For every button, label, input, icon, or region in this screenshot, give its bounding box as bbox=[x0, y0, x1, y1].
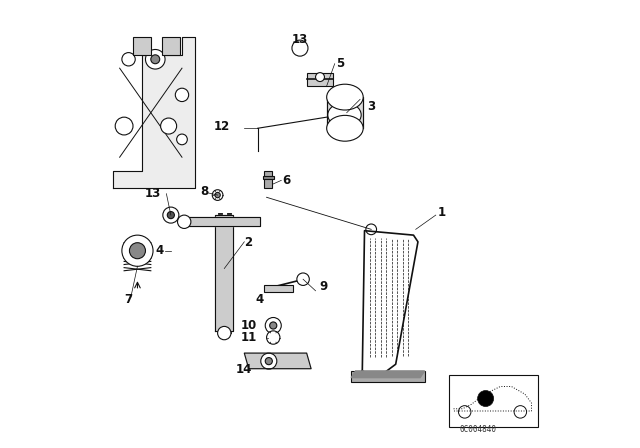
Polygon shape bbox=[244, 353, 311, 369]
Bar bbox=[162, 37, 180, 55]
Circle shape bbox=[212, 190, 223, 200]
Circle shape bbox=[267, 331, 280, 344]
Text: 3: 3 bbox=[367, 99, 375, 112]
Ellipse shape bbox=[328, 103, 361, 127]
Circle shape bbox=[161, 118, 177, 134]
Bar bbox=[264, 284, 293, 292]
Circle shape bbox=[175, 88, 189, 102]
Circle shape bbox=[297, 273, 309, 285]
Text: 13: 13 bbox=[292, 33, 308, 46]
Circle shape bbox=[163, 207, 179, 223]
Circle shape bbox=[260, 353, 277, 369]
Text: 1: 1 bbox=[438, 207, 446, 220]
Circle shape bbox=[167, 211, 175, 219]
Bar bbox=[449, 375, 538, 426]
Bar bbox=[351, 371, 424, 382]
Text: 9: 9 bbox=[319, 280, 327, 293]
Circle shape bbox=[294, 43, 305, 53]
Polygon shape bbox=[113, 37, 195, 188]
Text: 12: 12 bbox=[214, 120, 230, 133]
Circle shape bbox=[514, 405, 527, 418]
Polygon shape bbox=[186, 217, 260, 226]
Circle shape bbox=[458, 405, 471, 418]
Polygon shape bbox=[351, 371, 424, 378]
Text: 6: 6 bbox=[282, 174, 291, 187]
Circle shape bbox=[215, 192, 220, 198]
Ellipse shape bbox=[326, 116, 363, 141]
Text: 0C004840: 0C004840 bbox=[460, 425, 497, 434]
Text: 13: 13 bbox=[145, 187, 161, 200]
Circle shape bbox=[115, 117, 133, 135]
Circle shape bbox=[145, 49, 165, 69]
Bar bbox=[264, 172, 273, 188]
Circle shape bbox=[265, 358, 273, 365]
Circle shape bbox=[177, 215, 191, 228]
Text: 4: 4 bbox=[155, 244, 163, 257]
Bar bbox=[326, 97, 363, 128]
Bar bbox=[262, 176, 274, 180]
Text: 4: 4 bbox=[255, 293, 264, 306]
Text: 14: 14 bbox=[236, 363, 252, 376]
Bar bbox=[307, 73, 333, 86]
Polygon shape bbox=[362, 231, 418, 378]
Circle shape bbox=[218, 327, 231, 340]
Circle shape bbox=[265, 318, 281, 333]
Circle shape bbox=[151, 55, 160, 64]
Circle shape bbox=[122, 235, 153, 266]
Polygon shape bbox=[216, 215, 233, 331]
Text: 7: 7 bbox=[125, 293, 132, 306]
Circle shape bbox=[316, 73, 324, 82]
Circle shape bbox=[269, 322, 277, 329]
Circle shape bbox=[129, 243, 145, 259]
Text: 5: 5 bbox=[335, 57, 344, 70]
Bar bbox=[133, 37, 151, 55]
Circle shape bbox=[122, 52, 135, 66]
Circle shape bbox=[292, 40, 308, 56]
Text: 11: 11 bbox=[241, 331, 257, 344]
Text: 8: 8 bbox=[200, 185, 209, 198]
Circle shape bbox=[366, 224, 376, 235]
Circle shape bbox=[477, 391, 493, 406]
Circle shape bbox=[177, 134, 188, 145]
Text: 10: 10 bbox=[241, 319, 257, 332]
Ellipse shape bbox=[326, 84, 363, 110]
Text: 2: 2 bbox=[244, 236, 252, 249]
